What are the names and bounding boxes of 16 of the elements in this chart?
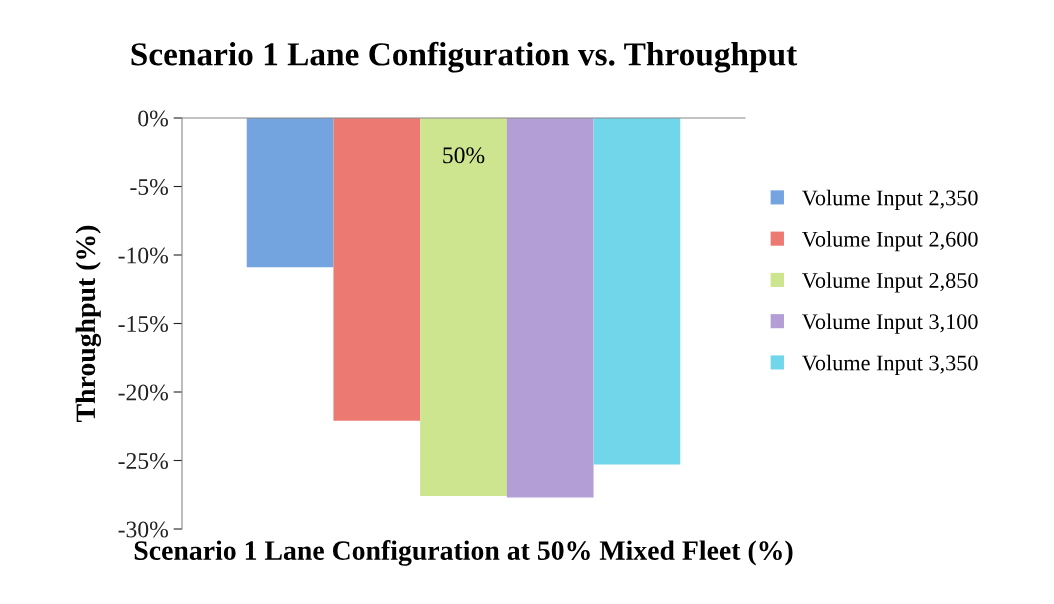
y-tick-label: -30% bbox=[118, 521, 168, 538]
y-tick-label: -15% bbox=[118, 315, 168, 332]
legend-label: Volume Input 2,600 bbox=[801, 231, 978, 252]
x-tick-label: 50% bbox=[443, 147, 485, 164]
y-tick-label: -25% bbox=[118, 452, 168, 469]
x-axis-title: Scenario 1 Lane Configuration at 50% Mixed Fleet (%) bbox=[134, 540, 793, 566]
y-tick-label: 0% bbox=[138, 110, 168, 127]
y-tick-label: -10% bbox=[118, 247, 168, 264]
y-tick-label: -5% bbox=[130, 178, 168, 195]
legend-label: Volume Input 2,850 bbox=[801, 272, 978, 293]
chart-title: Scenario 1 Lane Configuration vs. Throughput bbox=[131, 41, 798, 73]
y-tick-label: -20% bbox=[118, 384, 168, 401]
y-axis-title: Throughput (%) bbox=[75, 225, 101, 422]
legend-label: Volume Input 3,350 bbox=[801, 354, 978, 375]
legend-label: Volume Input 3,100 bbox=[801, 313, 978, 334]
legend-label: Volume Input 2,350 bbox=[801, 189, 978, 210]
